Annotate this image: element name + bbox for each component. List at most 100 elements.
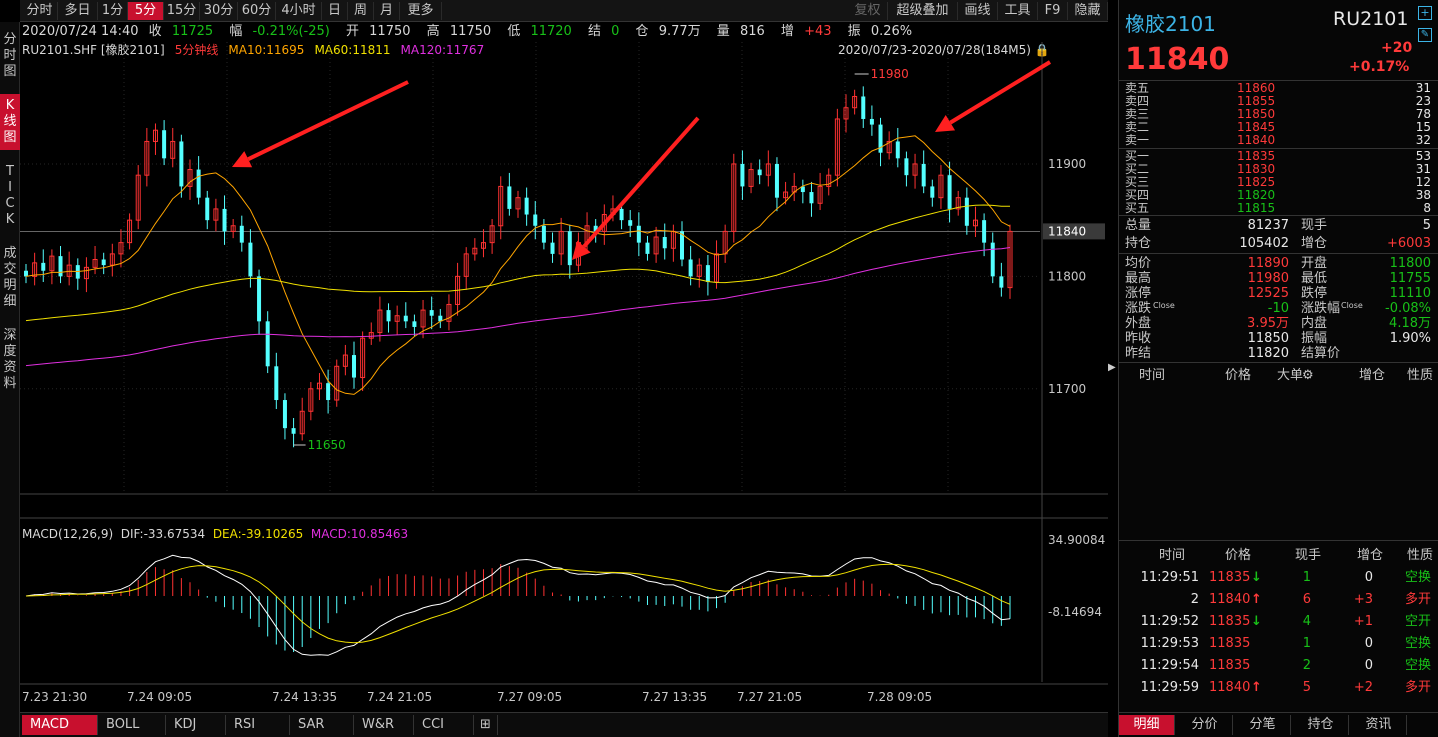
leftnav-char: K [5,98,15,113]
kline-chart[interactable]: 11900 11800 11700 11840 11980 11650 34.90084 -8… [20,42,1108,712]
candle-body [230,225,236,232]
indicator-tab-0[interactable]: MACD [22,715,98,735]
period-tab-6[interactable]: 60分 [238,2,276,20]
stat-value: 11755 [1389,271,1431,286]
candle-body [32,262,38,277]
ask-price: 11840 [1237,133,1276,147]
ma60-line [25,204,1011,322]
period-tab-1[interactable]: 多日 [58,2,98,20]
ask-label: 卖二 [1125,120,1150,134]
toolbar-action-5[interactable]: 隐藏 [1068,2,1108,20]
annotation-arrow-1 [582,116,700,248]
leftnav-item-3[interactable]: 成交明细 [0,242,20,314]
gear-icon[interactable]: ⚙ [1302,368,1314,383]
macd-dif: DIF:-33.67534 [120,527,206,541]
leftnav-char: 度 [3,344,17,359]
close-sub: Close [1341,301,1363,310]
add-watch-icon[interactable]: + [1418,6,1432,20]
candle-body [653,236,659,255]
detail-tab-2[interactable]: 分笔 [1235,715,1291,735]
toolbar-action-0[interactable]: 复权 [848,2,888,20]
indicator-tab-2[interactable]: KDJ [166,715,226,735]
candle-body [662,237,667,249]
trade-header-cell[interactable]: 性质 [1407,368,1434,383]
tick-nature: 空换 [1404,636,1431,651]
toolbar-action-2[interactable]: 画线 [958,2,998,20]
stat-label: 最低 [1301,271,1328,286]
candle-body [1007,230,1013,289]
candle-body [834,118,840,176]
contract-title: 橡胶2101 [1125,12,1216,36]
candle-body [938,174,944,199]
period-tab-8[interactable]: 日 [322,2,348,20]
candle-body [386,310,391,322]
candle-body [800,186,805,193]
tick-time: 2 [1190,592,1199,607]
leftnav-char: 深 [3,328,17,343]
leftnav-item-4[interactable]: 深度资料 [0,324,20,396]
period-tab-2[interactable]: 1分 [98,2,128,20]
candle-body [170,140,176,159]
collapse-arrow-icon[interactable]: ▶ [1108,362,1116,373]
candle-body [213,208,219,221]
trade-header-cell[interactable]: 大单 [1277,368,1304,383]
info-close-label: 收 [148,24,162,39]
trade-header-cell[interactable]: 时间 [1139,368,1166,383]
candle-body [861,96,866,119]
toolbar-action-1[interactable]: 超级叠加 [888,2,958,20]
ma60-label: MA60:11811 [314,43,391,57]
ask-volume: 31 [1415,81,1431,95]
indicator-tab-5[interactable]: W&R [354,715,414,735]
indicator-tab-3[interactable]: RSI [226,715,290,735]
detail-tab-3[interactable]: 持仓 [1293,715,1349,735]
tick-time: 11:29:52 [1140,614,1199,629]
ma120-line [25,247,1011,367]
stat-label: 涨跌 [1125,301,1152,316]
candle-body [118,242,124,255]
stat-label: 持仓 [1125,236,1152,251]
detail-tab-0[interactable]: 明细 [1119,715,1175,735]
period-tab-7[interactable]: 4小时 [276,2,322,20]
period-tab-4[interactable]: 15分 [164,2,200,20]
candle-body [24,270,28,277]
candle-body [817,185,823,204]
bid-volume: 38 [1415,188,1431,202]
bid-label: 买一 [1125,149,1150,163]
tick-oi-change: +2 [1353,680,1373,695]
period-tab-5[interactable]: 30分 [200,2,238,20]
edit-icon[interactable]: ✎ [1418,28,1432,42]
candle-body [748,169,754,187]
leftnav-item-0[interactable]: 分时图 [0,28,20,84]
period-tab-0[interactable]: 分时 [22,2,58,20]
stat-row: 均价 11890 开盘 11800 [1119,256,1438,271]
period-tab-10[interactable]: 月 [374,2,400,20]
toolbar-action-3[interactable]: 工具 [998,2,1038,20]
leftnav-char: 交 [3,262,17,277]
period-tab-11[interactable]: 更多 [400,2,442,20]
ask-volume: 15 [1415,120,1431,134]
tick-nature: 多开 [1404,592,1431,607]
period-tab-9[interactable]: 周 [348,2,374,20]
add-indicator-icon[interactable]: ⊞ [476,715,498,735]
tick-oi-change: 0 [1364,570,1373,585]
trade-header-cell[interactable]: 增仓 [1359,368,1386,383]
candle-body [179,141,184,187]
dif-line [25,554,1011,656]
arrow-down-icon: ↓ [1251,570,1262,585]
indicator-tab-6[interactable]: CCI [414,715,474,735]
detail-tab-1[interactable]: 分价 [1177,715,1233,735]
detail-tab-4[interactable]: 资讯 [1351,715,1407,735]
close-sub: Close [1153,301,1175,310]
indicator-tab-4[interactable]: SAR [290,715,354,735]
period-tab-3[interactable]: 5分 [128,2,164,20]
info-settle-label: 结 [587,24,601,39]
tick-price: 11840 [1209,680,1251,695]
trade-header-cell[interactable]: 价格 [1225,368,1252,383]
candle-body [921,163,926,187]
indicator-tab-1[interactable]: BOLL [98,715,166,735]
toolbar-action-4[interactable]: F9 [1038,2,1068,20]
ask-price: 11855 [1237,94,1276,108]
tick-nature: 空换 [1404,570,1431,585]
